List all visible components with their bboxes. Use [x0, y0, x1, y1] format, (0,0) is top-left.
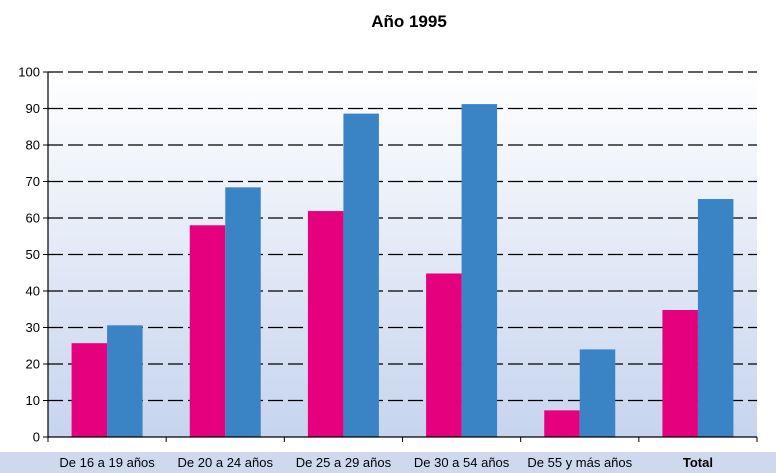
y-tick-label: 30	[26, 320, 40, 335]
bar-series-2-5	[579, 349, 616, 437]
bar-series-1-1	[71, 343, 108, 437]
x-category-label: De 16 a 19 años	[59, 455, 155, 470]
bar-series-2-1	[107, 325, 143, 437]
bar-series-1-5	[544, 410, 580, 437]
y-tick-label: 40	[26, 284, 40, 299]
y-tick-label: 70	[26, 174, 40, 189]
axes	[43, 71, 758, 442]
bar-series-2-3	[343, 113, 379, 438]
x-category-label: De 55 y más años	[527, 455, 632, 470]
x-category-label: De 30 a 54 años	[414, 455, 510, 470]
bar-series-2-6	[697, 199, 734, 437]
y-tick-label: 100	[18, 65, 40, 80]
y-tick-label: 50	[26, 247, 40, 262]
bars	[71, 104, 734, 438]
y-tick-label: 60	[26, 211, 40, 226]
bar-series-1-4	[426, 273, 462, 437]
x-category-label: De 20 a 24 años	[178, 455, 274, 470]
grid-lines	[48, 71, 757, 402]
bar-series-1-2	[189, 225, 226, 437]
y-tick-labels: 0 10 20 30 40 50 60 70 80 90 100	[18, 65, 40, 445]
y-tick-label: 80	[26, 138, 40, 153]
x-category-label: Total	[683, 455, 713, 470]
category-band	[0, 452, 776, 473]
bar-series-2-4	[461, 104, 498, 438]
bar-series-1-3	[307, 211, 344, 437]
chart-title: Año 1995	[371, 12, 447, 31]
bar-series-1-6	[662, 309, 698, 437]
x-category-label: De 25 a 29 años	[296, 455, 392, 470]
bar-series-2-2	[225, 187, 261, 437]
y-tick-label: 10	[26, 393, 40, 408]
y-tick-label: 90	[26, 101, 40, 116]
y-tick-label: 0	[33, 430, 40, 445]
y-tick-label: 20	[26, 357, 40, 372]
x-category-labels: De 16 a 19 años De 20 a 24 años De 25 a 29…	[59, 455, 713, 470]
